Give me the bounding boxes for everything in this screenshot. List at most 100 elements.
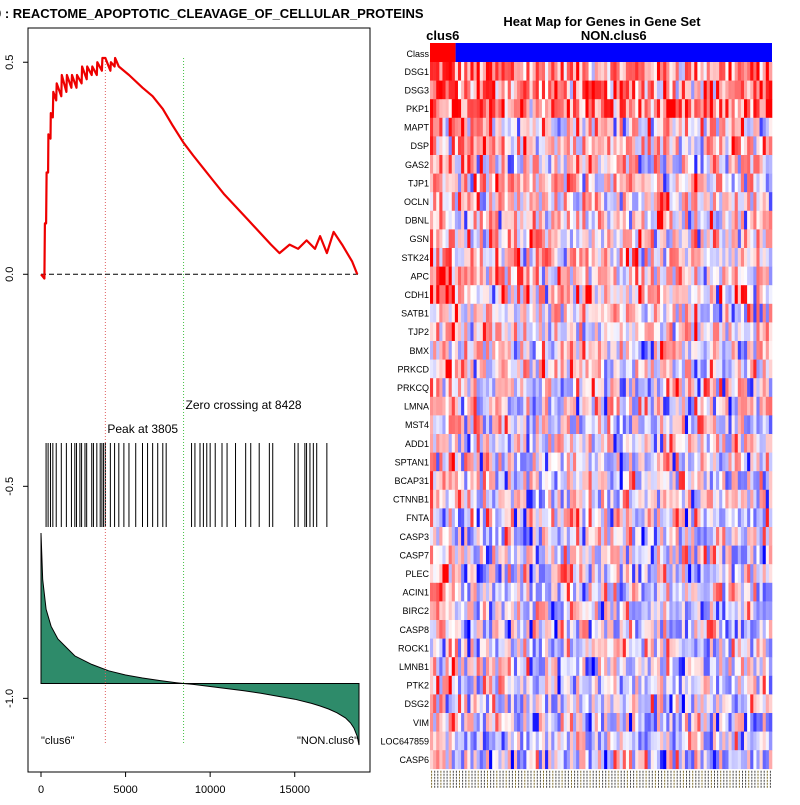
heat-cell: [728, 434, 732, 453]
heat-cell: [607, 266, 611, 286]
heat-cell: [485, 192, 490, 212]
heat-cell: [678, 359, 683, 379]
heat-cell: [482, 694, 487, 714]
heat-cell: [744, 210, 748, 230]
heat-cell: [601, 155, 605, 174]
heat-cell: [731, 117, 735, 137]
heat-cell: [479, 80, 484, 100]
class-row-label: Class: [406, 49, 429, 59]
heat-cell: [650, 322, 655, 342]
heat-cell: [588, 117, 592, 137]
heat-cell: [569, 192, 574, 212]
heat-cell: [479, 229, 484, 249]
heat-cell: [628, 210, 633, 230]
heat-cell: [632, 657, 636, 677]
heat-cell: [725, 527, 729, 546]
heat-cell: [613, 657, 617, 677]
heat-cell: [498, 210, 502, 230]
heat-cell: [526, 508, 530, 528]
heat-cell: [513, 266, 518, 286]
heat-cell: [647, 489, 652, 509]
heat-cell: [442, 750, 446, 770]
heat-cell: [616, 638, 620, 658]
heat-cell: [712, 248, 717, 267]
heat-cell: [759, 155, 763, 174]
gene-label: MST4: [405, 420, 429, 430]
heat-cell: [566, 564, 571, 584]
heat-cell: [485, 434, 490, 453]
heat-cell: [513, 99, 518, 119]
heat-cell: [610, 396, 614, 416]
heat-cell: [759, 657, 763, 677]
heat-cell: [628, 173, 633, 193]
heat-cell: [610, 136, 614, 156]
heat-cell: [457, 80, 462, 100]
heat-cell: [495, 99, 499, 119]
heat-cell: [501, 508, 505, 528]
heat-cell: [644, 601, 648, 621]
heat-cell: [660, 582, 664, 602]
heat-cell: [694, 303, 698, 323]
heat-cell: [666, 657, 670, 677]
heat-cell: [712, 750, 717, 770]
heat-cell: [563, 527, 568, 546]
heat-cell: [510, 657, 515, 677]
heat-cell: [457, 508, 462, 528]
heat-cell: [622, 601, 627, 621]
heat-cell: [632, 675, 636, 695]
heat-cell: [731, 564, 735, 584]
heat-cell: [722, 750, 726, 770]
heat-cell: [619, 564, 624, 584]
heat-cell: [476, 117, 481, 137]
heat-cell: [594, 303, 599, 323]
heat-cell: [753, 564, 757, 584]
heat-cell: [445, 192, 449, 212]
heat-cell: [656, 396, 661, 416]
heat-cell: [579, 434, 583, 453]
heat-cell: [504, 210, 509, 230]
heat-cell: [551, 80, 555, 100]
heat-cell: [457, 601, 462, 621]
heat-cell: [507, 229, 512, 249]
heat-cell: [545, 117, 549, 137]
heat-cell: [663, 341, 667, 360]
heat-cell: [613, 303, 617, 323]
heat-cell: [700, 99, 704, 119]
heat-cell: [660, 527, 664, 546]
heat-cell: [582, 620, 586, 639]
heat-cell: [442, 117, 446, 137]
heat-cell: [566, 638, 571, 658]
heat-cell: [660, 266, 664, 286]
heat-cell: [716, 620, 720, 639]
heat-cell: [753, 452, 757, 472]
heat-cell: [656, 378, 661, 398]
heat-cell: [601, 341, 605, 360]
heat-cell: [737, 564, 742, 584]
heat-cell: [675, 675, 680, 695]
heat-cell: [510, 117, 515, 137]
heat-cell: [451, 396, 456, 416]
heat-cell: [476, 80, 481, 100]
heat-cell: [765, 471, 770, 491]
heat-cell: [576, 303, 580, 323]
heat-cell: [768, 675, 773, 695]
heat-cell: [675, 415, 680, 435]
heat-cell: [485, 489, 490, 509]
heat-cell: [473, 210, 477, 230]
heat-cell: [660, 136, 664, 156]
heat-cell: [656, 527, 661, 546]
heat-cell: [517, 173, 521, 193]
heat-cell: [504, 452, 509, 472]
heat-cell: [697, 620, 701, 639]
heat-cell: [541, 303, 546, 323]
heat-cell: [666, 564, 670, 584]
heat-cell: [492, 657, 496, 677]
heat-cell: [492, 415, 496, 435]
heat-cell: [563, 173, 568, 193]
heat-cell: [691, 415, 695, 435]
heat-cell: [585, 248, 589, 267]
right-class-label: "NON.clus6": [297, 735, 358, 747]
heat-cell: [644, 731, 648, 751]
heat-cell: [451, 415, 456, 435]
heat-cell: [439, 136, 443, 156]
